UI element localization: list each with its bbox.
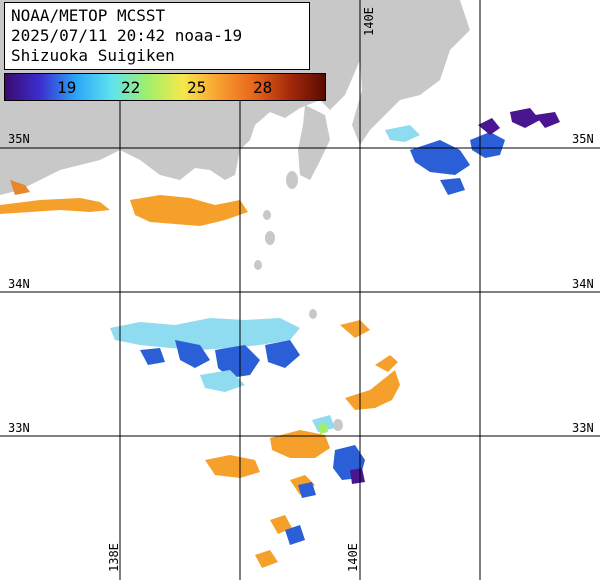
sst-patch-warm-south xyxy=(205,455,260,478)
sst-patch-green-south xyxy=(318,422,328,434)
lat-label-35n-right: 35N xyxy=(572,132,594,146)
sst-patch-cool-ne-2 xyxy=(470,132,505,158)
sst-patch-blue-mid-2 xyxy=(215,345,260,378)
land-east xyxy=(460,0,600,90)
sst-patch-cool-ne xyxy=(410,140,470,175)
sst-patch-warm-south-2 xyxy=(270,430,330,458)
land-izu xyxy=(298,105,330,180)
title-product: NOAA/METOP MCSST xyxy=(11,6,166,25)
sst-patch-warm-coast-3 xyxy=(10,180,30,195)
lat-label-33n-right: 33N xyxy=(572,421,594,435)
colorbar-tick-19: 19 xyxy=(57,78,77,97)
sst-patch-warm-east-3 xyxy=(340,320,370,338)
sst-patch-purple-ne-2 xyxy=(510,108,540,128)
sst-patch-blue-mid-3 xyxy=(265,340,300,368)
island-oshima xyxy=(286,171,298,189)
sst-patch-cyan-ne xyxy=(385,125,420,142)
sst-patch-cyan-mid xyxy=(110,318,300,350)
lon-label-140e-bottom: 140E xyxy=(346,543,360,572)
island-miyake xyxy=(309,309,317,319)
island-mikura xyxy=(333,419,343,431)
sst-patch-cyan-mid-2 xyxy=(200,370,245,392)
title-source: Shizuoka Suigiken xyxy=(11,46,175,65)
lat-label-35n-left: 35N xyxy=(8,132,30,146)
island-niijima xyxy=(265,231,275,245)
sst-patch-cool-south-2 xyxy=(285,525,305,545)
sst-patches xyxy=(0,108,560,568)
sst-patch-purple-ne xyxy=(478,118,500,135)
sst-colorbar: 19 22 25 28 xyxy=(4,73,326,101)
sst-patch-warm-coast-2 xyxy=(130,195,248,226)
lat-label-34n-left: 34N xyxy=(8,277,30,291)
island-toshima xyxy=(263,210,271,220)
sst-patch-cool-ne-3 xyxy=(440,178,465,195)
island-kozu xyxy=(254,260,262,270)
axis-labels: 35N 35N 34N 34N 33N 33N 140E 138E 140E xyxy=(8,7,594,572)
title-box: NOAA/METOP MCSST 2025/07/11 20:42 noaa-1… xyxy=(4,2,310,70)
sst-patch-warm-south-5 xyxy=(255,550,278,568)
sst-patch-blue-mid-4 xyxy=(140,348,165,365)
colorbar-tick-28: 28 xyxy=(253,78,273,97)
lat-label-34n-right: 34N xyxy=(572,277,594,291)
sst-patch-warm-east-2 xyxy=(375,355,398,372)
land-kanto xyxy=(352,0,470,145)
sst-patch-warm-east xyxy=(345,370,400,410)
land-masses xyxy=(0,0,600,470)
lon-label-138e-bottom: 138E xyxy=(107,543,121,572)
sst-patch-warm-south-4 xyxy=(270,515,292,534)
sst-patch-warm-coast xyxy=(0,198,110,214)
lon-label-140e-top: 140E xyxy=(362,7,376,36)
colorbar-tick-22: 22 xyxy=(121,78,141,97)
lat-label-33n-left: 33N xyxy=(8,421,30,435)
sst-patch-purple-south xyxy=(350,468,365,484)
sst-patch-cool-south-3 xyxy=(298,482,316,498)
title-datetime: 2025/07/11 20:42 noaa-19 xyxy=(11,26,243,45)
colorbar-tick-25: 25 xyxy=(187,78,207,97)
sst-patch-blue-mid xyxy=(175,340,210,368)
sst-patch-purple-ne-3 xyxy=(535,112,560,128)
